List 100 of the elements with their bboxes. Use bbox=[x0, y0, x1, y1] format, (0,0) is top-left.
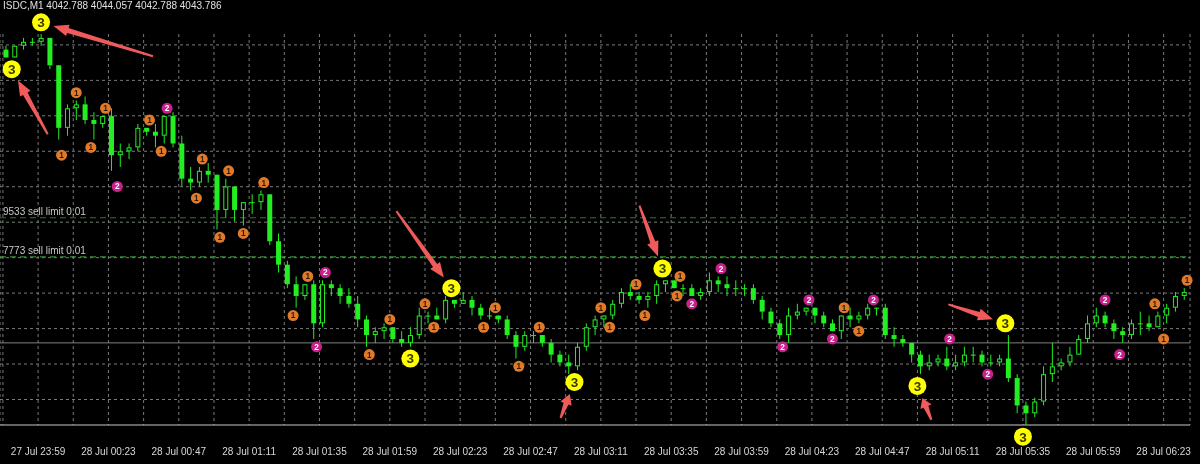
series-label: 1 bbox=[516, 362, 522, 372]
candlestick bbox=[786, 307, 792, 344]
candlestick bbox=[232, 185, 238, 223]
text: 1 bbox=[537, 323, 542, 333]
text: 1 bbox=[642, 311, 648, 321]
text: 2 bbox=[780, 342, 785, 352]
text: 1 bbox=[431, 323, 437, 333]
text: 2 bbox=[164, 104, 170, 114]
candlestick bbox=[856, 311, 862, 324]
candlestick bbox=[750, 283, 756, 305]
text: 1 bbox=[841, 303, 847, 313]
text: 1 bbox=[199, 155, 205, 165]
candlestick bbox=[1049, 342, 1055, 383]
text: 3 bbox=[658, 261, 667, 277]
x-tick-label: 28 Jul 02:47 bbox=[503, 446, 559, 458]
text: 1 bbox=[598, 303, 604, 313]
candlestick bbox=[276, 232, 282, 274]
x-tick-label: 27 Jul 23:59 bbox=[10, 446, 66, 458]
ref-line-label: 7773 sell limit 0.01 bbox=[3, 244, 87, 256]
candlestick bbox=[1023, 401, 1029, 425]
candlestick bbox=[188, 166, 194, 191]
candlestick bbox=[1111, 318, 1117, 340]
x-tick-label: 28 Jul 05:11 bbox=[925, 446, 980, 458]
candlestick bbox=[645, 291, 651, 309]
x-tick-label: 28 Jul 03:35 bbox=[643, 446, 699, 458]
x-tick-label: 28 Jul 06:23 bbox=[1136, 446, 1192, 458]
text: 1 bbox=[217, 233, 223, 243]
text: 3 bbox=[570, 374, 579, 390]
text: 1 bbox=[226, 166, 231, 176]
candlestick bbox=[935, 354, 941, 367]
candlestick bbox=[636, 291, 642, 305]
text: 1 bbox=[158, 147, 164, 157]
candlestick bbox=[443, 295, 449, 324]
x-tick-label: 28 Jul 04:23 bbox=[784, 446, 840, 458]
ref-line-label: 9533 sell limit 0.01 bbox=[3, 205, 87, 217]
candlestick bbox=[38, 34, 44, 47]
candlestick bbox=[777, 318, 783, 340]
text: 1 bbox=[677, 272, 683, 282]
candlestick bbox=[91, 111, 97, 141]
series-label: 2 bbox=[718, 264, 724, 274]
candlestick bbox=[425, 311, 431, 324]
candlestick bbox=[618, 287, 624, 309]
candlestick bbox=[504, 315, 510, 340]
candlestick bbox=[522, 330, 528, 352]
candlestick bbox=[1172, 291, 1178, 313]
candlestick bbox=[161, 115, 167, 144]
text: 3 bbox=[37, 15, 45, 31]
candlestick bbox=[1067, 346, 1073, 367]
x-tick-label: 28 Jul 01:35 bbox=[292, 446, 348, 458]
text: 1 bbox=[367, 350, 372, 360]
text: 1 bbox=[290, 311, 296, 321]
candlestick bbox=[944, 346, 950, 371]
candlestick bbox=[891, 326, 897, 348]
text: 1 bbox=[1152, 299, 1158, 309]
candlestick bbox=[803, 307, 809, 317]
text: 1 bbox=[1184, 276, 1190, 286]
candlestick bbox=[610, 299, 616, 320]
candlestick bbox=[513, 330, 519, 360]
text: 1 bbox=[422, 299, 428, 309]
candlestick bbox=[1085, 315, 1091, 344]
x-tick-label: 28 Jul 04:47 bbox=[854, 446, 910, 458]
text: 1 bbox=[147, 115, 152, 125]
candlestick bbox=[1076, 334, 1082, 356]
text: 1 bbox=[194, 194, 199, 204]
x-tick-label: 28 Jul 05:35 bbox=[995, 446, 1051, 458]
text: 2 bbox=[830, 334, 835, 344]
candlestick bbox=[1137, 311, 1143, 336]
candlestick bbox=[258, 189, 264, 211]
chart-title: ISDC,M1 4042.788 4044.057 4042.788 4043.786 bbox=[3, 0, 222, 12]
candlestick bbox=[65, 103, 71, 137]
candlestick bbox=[706, 272, 712, 297]
x-tick-label: 28 Jul 05:59 bbox=[1066, 446, 1121, 458]
text: 1 bbox=[856, 327, 862, 337]
candlestick bbox=[363, 315, 369, 348]
text: 1 bbox=[481, 323, 486, 333]
candlestick bbox=[724, 275, 730, 297]
candlestick bbox=[1164, 303, 1170, 324]
text: 1 bbox=[305, 272, 311, 282]
text: 1 bbox=[261, 178, 267, 188]
text: 2 bbox=[1117, 350, 1122, 360]
candlestick bbox=[601, 315, 607, 328]
text: 1 bbox=[240, 229, 246, 239]
text: 1 bbox=[88, 143, 94, 153]
candlestick bbox=[337, 283, 343, 305]
candlestick bbox=[979, 350, 985, 367]
candlestick bbox=[759, 295, 765, 320]
candlestick bbox=[557, 350, 563, 367]
candlestick bbox=[1093, 307, 1099, 328]
text: 2 bbox=[114, 182, 120, 192]
text: 2 bbox=[1102, 295, 1108, 305]
text: 3 bbox=[447, 281, 456, 297]
candlestick bbox=[135, 123, 141, 152]
text: 1 bbox=[607, 323, 612, 333]
candlestick bbox=[575, 342, 581, 371]
x-tick-label: 28 Jul 02:23 bbox=[432, 446, 488, 458]
candlestick bbox=[566, 354, 572, 375]
candlestick bbox=[152, 123, 158, 148]
text: 3 bbox=[7, 62, 16, 78]
candlestick bbox=[548, 338, 554, 363]
text: 3 bbox=[1001, 316, 1010, 332]
